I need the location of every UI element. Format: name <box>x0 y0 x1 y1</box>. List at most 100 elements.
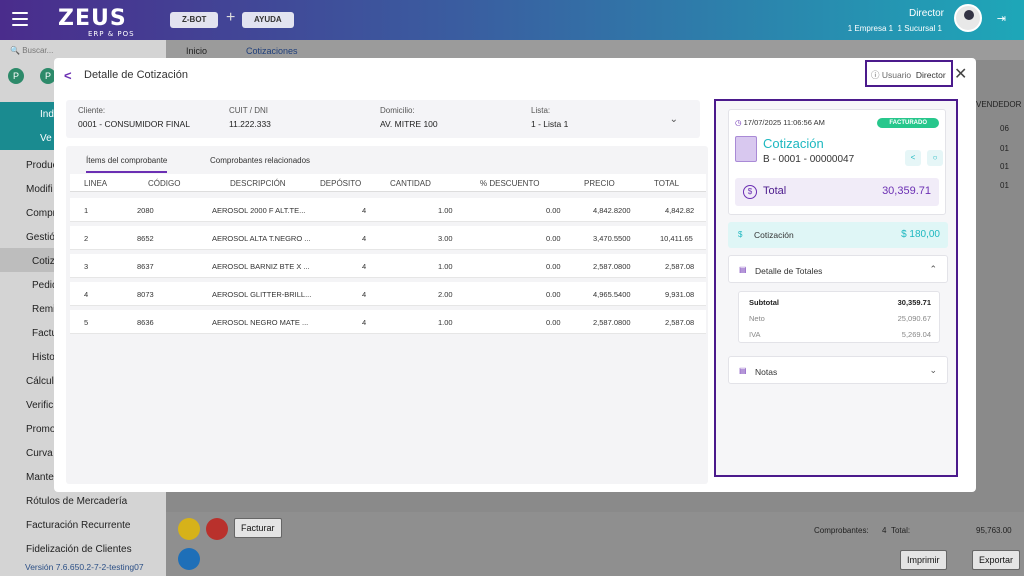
items-panel: Ítems del comprobante Comprobantes relac… <box>66 146 708 484</box>
col-header: % DESCUENTO <box>480 179 540 188</box>
bg-cell: 01 <box>1000 162 1009 171</box>
bg-cell: 01 <box>1000 181 1009 190</box>
p-badge-2[interactable]: P <box>40 68 56 84</box>
usuario-indicator: ⓘ Usuario Director <box>865 60 953 87</box>
col-header: LINEA <box>84 179 108 188</box>
cell: 4,965.5400 <box>593 290 631 299</box>
cell: AEROSOL GLITTER-BRILL... <box>212 290 312 299</box>
edit-icon[interactable] <box>178 518 200 540</box>
whatsapp-icon[interactable]: ○ <box>927 150 943 166</box>
sidebar-item[interactable]: Histo <box>32 352 55 363</box>
cell: 1.00 <box>438 206 453 215</box>
chevron-down-icon[interactable]: ⌄ <box>669 114 678 125</box>
cell: 4 <box>362 262 367 271</box>
client-info: Cliente: 0001 - CONSUMIDOR FINAL CUIT / … <box>66 100 700 138</box>
cell: 5 <box>84 318 89 327</box>
version-label: Versión 7.6.650.2-7-2-testing07 <box>25 562 144 572</box>
document-icon <box>735 136 757 162</box>
tab-cotizaciones[interactable]: Cotizaciones <box>246 46 298 56</box>
zbot-button[interactable]: Z-BOT <box>170 12 219 28</box>
view-icon[interactable] <box>178 548 200 570</box>
detalle-totales-accordion[interactable]: ▤ Detalle de Totales ⌃ <box>728 255 948 283</box>
modal-header: < Detalle de Cotización ⓘ Usuario Direct… <box>54 58 976 92</box>
col-header: CANTIDAD <box>390 179 431 188</box>
close-icon[interactable]: ✕ <box>954 66 968 83</box>
doc-type: Cotización <box>763 136 824 151</box>
sidebar-item-ve[interactable]: Ve <box>40 133 52 144</box>
sidebar-item[interactable]: Rótulos de Mercadería <box>26 496 128 507</box>
tab-inicio[interactable]: Inicio <box>186 46 208 56</box>
search-input[interactable]: 🔍 Buscar... <box>10 46 54 55</box>
cuit-label: CUIT / DNI <box>229 106 268 115</box>
dollar-icon: $ <box>743 185 757 199</box>
exportar-button[interactable]: Exportar <box>972 550 1021 570</box>
cell: 2,587.0800 <box>593 318 631 327</box>
sidebar-item[interactable]: Fidelización de Clientes <box>26 544 132 555</box>
sidebar-item[interactable]: Promo <box>26 424 56 435</box>
col-header: DEPÓSITO <box>320 179 362 188</box>
ayuda-button[interactable]: AYUDA <box>242 12 294 28</box>
table-row[interactable]: 1 2080 AEROSOL 2000 F ALT.TE... 4 1.00 0… <box>70 198 706 222</box>
back-icon[interactable]: < <box>64 68 72 83</box>
sidebar-item-cotizaciones[interactable]: Cotiz <box>32 256 55 267</box>
col-header: CÓDIGO <box>148 179 181 188</box>
chevron-down-icon[interactable]: ⌄ <box>929 365 937 375</box>
lista-label: Lista: <box>531 106 551 115</box>
dollar-icon: $ <box>738 230 743 239</box>
sidebar-item[interactable]: Modifi <box>26 184 53 195</box>
comprobantes-count: Comprobantes: 4 Total: <box>814 526 911 535</box>
status-badge: FACTURADO <box>877 118 939 128</box>
domicilio-value: AV. MITRE 100 <box>380 119 438 129</box>
sidebar-item[interactable]: Facturación Recurrente <box>26 520 131 531</box>
cell: 4 <box>362 234 367 243</box>
cell: AEROSOL NEGRO MATE ... <box>212 318 309 327</box>
menu-icon[interactable] <box>12 12 28 26</box>
doc-number: B - 0001 - 00000047 <box>763 154 855 165</box>
cell: AEROSOL ALTA T.NEGRO ... <box>212 234 311 243</box>
share-icon[interactable]: < <box>905 150 921 166</box>
cell: 4,842.82 <box>665 206 695 215</box>
table-row[interactable]: 4 8073 AEROSOL GLITTER-BRILL... 4 2.00 0… <box>70 282 706 306</box>
notas-accordion[interactable]: ▤ Notas ⌄ <box>728 356 948 384</box>
cotizacion-label: Cotización <box>754 230 794 240</box>
p-badge-1[interactable]: P <box>8 68 24 84</box>
sidebar-item[interactable]: Compr <box>26 208 57 219</box>
cell: 0.00 <box>546 206 561 215</box>
tab-related[interactable]: Comprobantes relacionados <box>210 156 311 165</box>
table-row[interactable]: 2 8652 AEROSOL ALTA T.NEGRO ... 4 3.00 0… <box>70 226 706 250</box>
cell: AEROSOL BARNIZ BTE X ... <box>212 262 310 271</box>
cell: AEROSOL 2000 F ALT.TE... <box>212 206 306 215</box>
table-row[interactable]: 3 8637 AEROSOL BARNIZ BTE X ... 4 1.00 0… <box>70 254 706 278</box>
delete-icon[interactable] <box>206 518 228 540</box>
table-row[interactable]: 5 8636 AEROSOL NEGRO MATE ... 4 1.00 0.0… <box>70 310 706 334</box>
sidebar-item-ind[interactable]: Ind <box>40 109 54 120</box>
bg-cell: 06 <box>1000 124 1009 133</box>
avatar[interactable] <box>954 4 982 32</box>
cell: 4 <box>362 206 367 215</box>
cell: 0.00 <box>546 290 561 299</box>
sidebar-item[interactable]: Factu <box>32 328 58 339</box>
sidebar-item[interactable]: Verific <box>26 400 54 411</box>
cell: 2080 <box>137 206 154 215</box>
imprimir-button[interactable]: Imprimir <box>900 550 947 570</box>
cell: 4 <box>362 290 367 299</box>
sidebar-item[interactable]: Produc <box>26 160 58 171</box>
chevron-up-icon[interactable]: ⌃ <box>929 264 937 274</box>
bg-column-header: VENDEDOR <box>976 100 1022 109</box>
neto-row: Neto 25,090.67 <box>749 314 931 323</box>
sidebar-item[interactable]: Pedid <box>32 280 58 291</box>
sidebar-item[interactable]: Curva <box>26 448 53 459</box>
sidebar-item[interactable]: Remi <box>32 304 56 315</box>
summary-card: ◷ 17/07/2025 11:06:56 AM FACTURADO Cotiz… <box>728 109 946 215</box>
sidebar-item[interactable]: Mante <box>26 472 54 483</box>
user-meta: 1 Empresa 1 1 Sucursal 1 <box>847 24 942 33</box>
cell: 8652 <box>137 234 154 243</box>
cell: 0.00 <box>546 318 561 327</box>
sidebar-item[interactable]: Gestió <box>26 232 55 243</box>
facturar-button[interactable]: Facturar <box>234 518 282 538</box>
cell: 9,931.08 <box>665 290 695 299</box>
logout-icon[interactable]: ⇥ <box>996 13 1006 25</box>
detail-modal: < Detalle de Cotización ⓘ Usuario Direct… <box>54 58 976 492</box>
tab-items[interactable]: Ítems del comprobante <box>86 156 168 173</box>
sidebar-item[interactable]: Cálculo <box>26 376 60 387</box>
